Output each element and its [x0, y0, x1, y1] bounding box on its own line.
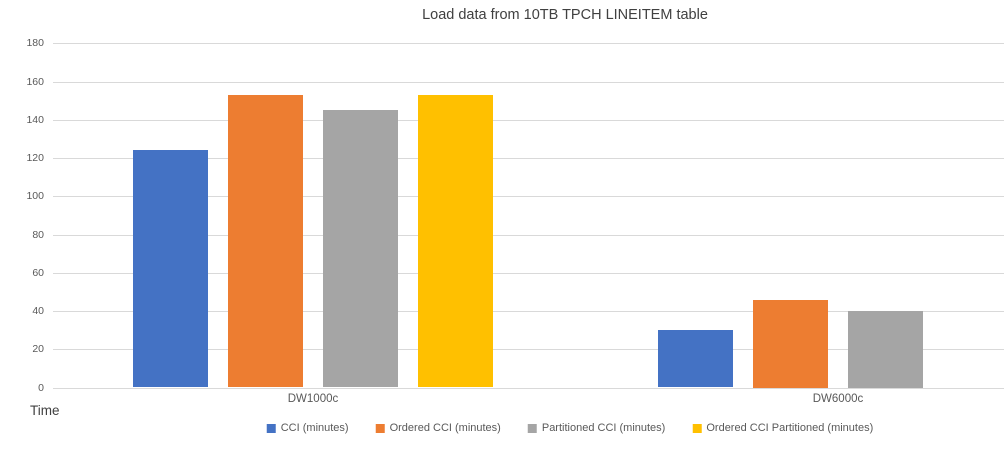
legend-swatch-icon — [375, 423, 385, 433]
legend-item: Partitioned CCI (minutes) — [527, 422, 666, 434]
gridline — [53, 196, 1004, 198]
y-axis-tick-label: 80 — [32, 228, 44, 241]
bar-DW1000c-partitioned-cci-minutes- — [323, 110, 398, 388]
bar-DW1000c-cci-minutes- — [133, 150, 208, 388]
bar-DW1000c-ordered-cci-partitioned-minutes- — [418, 94, 493, 388]
x-axis-category-label: DW6000c — [812, 393, 864, 405]
legend: CCI (minutes) Ordered CCI (minutes) Partit… — [266, 422, 873, 434]
bar-DW1000c-ordered-cci-minutes- — [228, 94, 303, 388]
gridline — [53, 81, 1004, 83]
bar-DW6000c-cci-minutes- — [658, 330, 733, 388]
legend-swatch-icon — [692, 423, 702, 433]
y-axis-tick-label: 180 — [26, 37, 44, 50]
legend-swatch-icon — [266, 423, 276, 433]
bar-DW6000c-ordered-cci-minutes- — [753, 299, 828, 388]
legend-label: Ordered CCI (minutes) — [389, 422, 501, 434]
y-axis-tick-label: 60 — [32, 266, 44, 279]
legend-item: Ordered CCI Partitioned (minutes) — [692, 422, 873, 434]
legend-label: CCI (minutes) — [280, 422, 349, 434]
gridline — [53, 158, 1004, 159]
gridline — [53, 311, 1004, 312]
y-axis-tick-label: 0 — [38, 381, 44, 394]
gridline — [53, 387, 1004, 389]
legend-label: Ordered CCI Partitioned (minutes) — [706, 422, 874, 434]
y-axis-tick-label: 140 — [26, 113, 44, 126]
y-axis-tick-label: 100 — [26, 190, 44, 203]
gridline — [53, 119, 1004, 121]
gridline — [53, 43, 1004, 45]
x-axis-category-label: DW1000c — [287, 393, 339, 405]
chart-title: Load data from 10TB TPCH LINEITEM table — [422, 7, 708, 23]
y-axis-tick-label: 160 — [26, 75, 44, 88]
legend-label: Partitioned CCI (minutes) — [541, 422, 666, 434]
legend-swatch-icon — [527, 423, 537, 433]
legend-item: Ordered CCI (minutes) — [375, 422, 501, 434]
legend-item: CCI (minutes) — [266, 422, 349, 434]
y-axis-tick-label: 40 — [32, 305, 44, 317]
bar-DW6000c-partitioned-cci-minutes- — [848, 311, 923, 388]
gridline — [53, 349, 1004, 351]
y-axis-title: Time — [30, 403, 60, 418]
y-axis-tick-label: 120 — [26, 152, 44, 164]
gridline — [53, 234, 1004, 236]
y-axis-tick-label: 20 — [32, 343, 44, 356]
gridline — [53, 272, 1004, 274]
